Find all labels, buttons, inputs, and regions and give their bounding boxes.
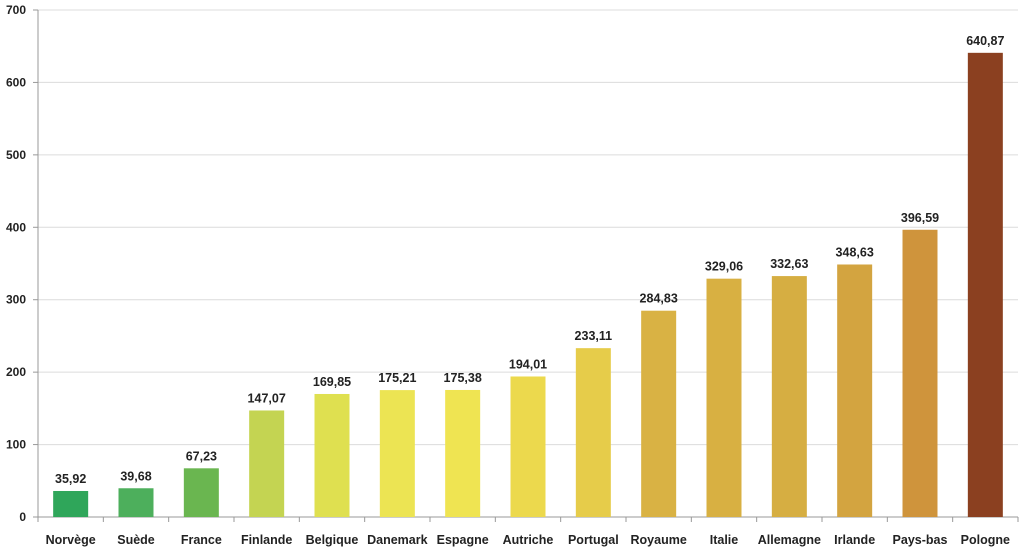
x-tick-label: France xyxy=(181,533,222,547)
y-tick-label: 500 xyxy=(6,148,26,162)
x-tick-label: Portugal xyxy=(568,533,619,547)
bar xyxy=(575,348,611,517)
data-label: 233,11 xyxy=(575,329,613,343)
bar xyxy=(379,390,415,517)
x-tick-label: Allemagne xyxy=(758,533,821,547)
y-tick-label: 100 xyxy=(6,438,26,452)
x-tick-label: Irlande xyxy=(834,533,875,547)
bar xyxy=(183,468,219,517)
bar xyxy=(53,490,89,517)
y-tick-label: 0 xyxy=(19,510,26,524)
x-tick-label: Suède xyxy=(117,533,155,547)
data-label: 332,63 xyxy=(770,257,808,271)
bar xyxy=(902,229,938,517)
data-label: 396,59 xyxy=(901,211,939,225)
bar xyxy=(510,376,546,517)
bar xyxy=(641,310,677,517)
data-label: 169,85 xyxy=(313,375,351,389)
data-label: 640,87 xyxy=(966,34,1004,48)
x-tick-label: Espagne xyxy=(437,533,489,547)
y-tick-label: 300 xyxy=(6,293,26,307)
bar xyxy=(314,393,350,517)
y-tick-label: 700 xyxy=(6,3,26,17)
data-label: 147,07 xyxy=(248,391,286,405)
y-tick-label: 600 xyxy=(6,75,26,89)
x-tick-label: Autriche xyxy=(503,533,554,547)
y-tick-label: 400 xyxy=(6,220,26,234)
data-label: 39,68 xyxy=(120,469,151,483)
x-tick-label: Finlande xyxy=(241,533,292,547)
x-tick-label: Norvège xyxy=(46,533,96,547)
bar xyxy=(118,488,154,517)
bar xyxy=(249,410,285,517)
data-label: 175,38 xyxy=(444,371,482,385)
x-tick-label: Danemark xyxy=(367,533,427,547)
data-label: 348,63 xyxy=(836,245,874,259)
data-label: 35,92 xyxy=(55,472,86,486)
bar xyxy=(771,276,807,517)
data-label: 67,23 xyxy=(186,449,217,463)
data-label: 175,21 xyxy=(378,371,416,385)
x-tick-label: Pologne xyxy=(961,533,1010,547)
x-tick-label: Italie xyxy=(710,533,739,547)
data-label: 284,83 xyxy=(640,292,678,306)
bar xyxy=(706,278,742,517)
y-tick-label: 200 xyxy=(6,365,26,379)
data-label: 194,01 xyxy=(509,357,547,371)
bar xyxy=(837,264,873,517)
x-tick-label: Pays-bas xyxy=(893,533,948,547)
x-tick-label: Belgique xyxy=(306,533,359,547)
bar xyxy=(445,389,481,517)
data-label: 329,06 xyxy=(705,260,743,274)
x-tick-label: Royaume xyxy=(631,533,687,547)
bar xyxy=(967,52,1003,517)
